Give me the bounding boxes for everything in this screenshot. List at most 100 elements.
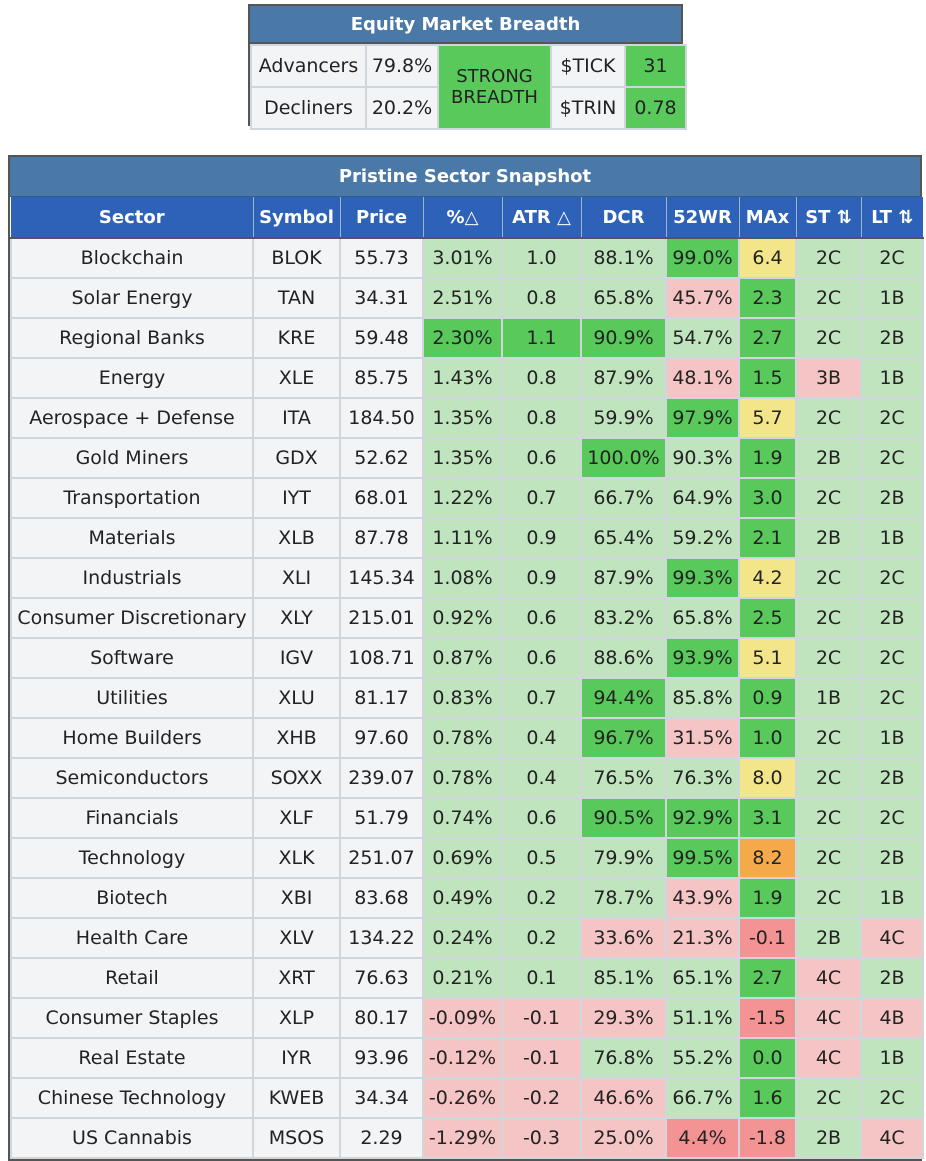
table-row: US Cannabis MSOS 2.29 -1.29% -0.3 25.0% 4.4% -1… <box>10 1117 924 1159</box>
cell-atr-change: 0.2 <box>501 917 582 959</box>
cell-st-rating: 2B <box>795 1117 862 1159</box>
cell-sector-name: Blockchain <box>10 237 254 279</box>
column-header-lt[interactable]: LT ⇅ <box>860 197 923 239</box>
cell-max: 0.0 <box>738 1037 797 1079</box>
cell-sector-name: Retail <box>10 957 254 999</box>
cell-dcr: 78.7% <box>580 877 667 919</box>
cell-price: 55.73 <box>339 237 424 279</box>
column-header-sector[interactable]: Sector <box>11 197 253 239</box>
table-row: Home Builders XHB 97.60 0.78% 0.4 96.7% 31.5% 1… <box>10 717 924 759</box>
cell-atr-change: 1.1 <box>501 317 582 359</box>
cell-st-rating: 2C <box>795 717 862 759</box>
cell-pct-change: 2.51% <box>422 277 503 319</box>
cell-atr-change: 0.4 <box>501 757 582 799</box>
cell-pct-change: 0.49% <box>422 877 503 919</box>
column-header-symbol[interactable]: Symbol <box>252 197 340 239</box>
table-row: Chinese Technology KWEB 34.34 -0.26% -0.2 46.… <box>10 1077 924 1119</box>
cell-st-rating: 2C <box>795 557 862 599</box>
cell-atr-change: 0.6 <box>501 637 582 679</box>
cell-52wr: 85.8% <box>665 677 740 719</box>
cell-52wr: 54.7% <box>665 317 740 359</box>
sector-table-body: Blockchain BLOK 55.73 3.01% 1.0 88.1% 99.0% 6.4… <box>10 237 924 1159</box>
table-row: Health Care XLV 134.22 0.24% 0.2 33.6% 21.3% -0… <box>10 917 924 959</box>
cell-max: 3.0 <box>738 477 797 519</box>
cell-lt-rating: 1B <box>860 517 924 559</box>
cell-symbol: IGV <box>252 637 341 679</box>
cell-atr-change: 0.6 <box>501 597 582 639</box>
cell-st-rating: 4C <box>795 957 862 999</box>
cell-symbol: XLV <box>252 917 341 959</box>
cell-52wr: 65.1% <box>665 957 740 999</box>
cell-lt-rating: 2C <box>860 437 924 479</box>
cell-lt-rating: 1B <box>860 277 924 319</box>
cell-lt-rating: 1B <box>860 357 924 399</box>
cell-dcr: 88.6% <box>580 637 667 679</box>
cell-52wr: 55.2% <box>665 1037 740 1079</box>
column-header-price[interactable]: Price <box>339 197 423 239</box>
cell-lt-rating: 1B <box>860 717 924 759</box>
column-header-st[interactable]: ST ⇅ <box>795 197 861 239</box>
cell-st-rating: 2B <box>795 917 862 959</box>
cell-max: 8.0 <box>738 757 797 799</box>
cell-sector-name: Energy <box>10 357 254 399</box>
cell-lt-rating: 2B <box>860 757 924 799</box>
decliners-label: Decliners <box>250 86 367 130</box>
cell-pct-change: -0.09% <box>422 997 503 1039</box>
cell-52wr: 4.4% <box>665 1117 740 1159</box>
cell-symbol: XBI <box>252 877 341 919</box>
cell-dcr: 88.1% <box>580 237 667 279</box>
column-header-max[interactable]: MAx <box>738 197 796 239</box>
cell-symbol: XLE <box>252 357 341 399</box>
cell-pct-change: 0.87% <box>422 637 503 679</box>
breadth-table: Advancers 79.8% STRONG BREADTH $TICK 31 … <box>250 44 687 130</box>
cell-lt-rating: 2C <box>860 1077 924 1119</box>
sector-table-header: Sector Symbol Price %△ ATR △ DCR 52WR MA… <box>11 197 923 239</box>
cell-sector-name: Health Care <box>10 917 254 959</box>
table-row: Blockchain BLOK 55.73 3.01% 1.0 88.1% 99.0% 6.4… <box>10 237 924 279</box>
column-header-atr-change[interactable]: ATR △ <box>501 197 581 239</box>
cell-symbol: XLB <box>252 517 341 559</box>
cell-atr-change: 0.2 <box>501 877 582 919</box>
cell-52wr: 76.3% <box>665 757 740 799</box>
cell-symbol: XLP <box>252 997 341 1039</box>
cell-st-rating: 2C <box>795 1077 862 1119</box>
cell-52wr: 21.3% <box>665 917 740 959</box>
cell-price: 80.17 <box>339 997 424 1039</box>
cell-lt-rating: 4C <box>860 917 924 959</box>
cell-st-rating: 2C <box>795 397 862 439</box>
cell-dcr: 90.9% <box>580 317 667 359</box>
cell-atr-change: 0.7 <box>501 677 582 719</box>
cell-price: 184.50 <box>339 397 424 439</box>
cell-52wr: 48.1% <box>665 357 740 399</box>
breadth-status-line1: STRONG <box>456 66 533 87</box>
cell-price: 68.01 <box>339 477 424 519</box>
cell-dcr: 66.7% <box>580 477 667 519</box>
cell-symbol: XLI <box>252 557 341 599</box>
cell-symbol: IYR <box>252 1037 341 1079</box>
cell-st-rating: 2C <box>795 757 862 799</box>
cell-pct-change: 1.22% <box>422 477 503 519</box>
cell-lt-rating: 2C <box>860 797 924 839</box>
cell-symbol: ITA <box>252 397 341 439</box>
cell-sector-name: Utilities <box>10 677 254 719</box>
cell-pct-change: 0.69% <box>422 837 503 879</box>
cell-max: 1.6 <box>738 1077 797 1119</box>
cell-dcr: 76.5% <box>580 757 667 799</box>
cell-atr-change: -0.2 <box>501 1077 582 1119</box>
cell-symbol: GDX <box>252 437 341 479</box>
cell-sector-name: Consumer Staples <box>10 997 254 1039</box>
cell-max: 8.2 <box>738 837 797 879</box>
cell-pct-change: -0.12% <box>422 1037 503 1079</box>
cell-pct-change: 1.35% <box>422 397 503 439</box>
cell-52wr: 51.1% <box>665 997 740 1039</box>
cell-dcr: 65.8% <box>580 277 667 319</box>
cell-52wr: 43.9% <box>665 877 740 919</box>
table-row: Biotech XBI 83.68 0.49% 0.2 78.7% 43.9% 1.9 2C 1B <box>10 877 924 919</box>
column-header-52wr[interactable]: 52WR <box>665 197 739 239</box>
cell-pct-change: 1.08% <box>422 557 503 599</box>
cell-symbol: SOXX <box>252 757 341 799</box>
column-header-pct-change[interactable]: %△ <box>422 197 502 239</box>
cell-52wr: 99.0% <box>665 237 740 279</box>
cell-symbol: XLK <box>252 837 341 879</box>
column-header-dcr[interactable]: DCR <box>580 197 666 239</box>
